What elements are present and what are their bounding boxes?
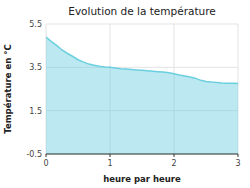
x-tick (110, 154, 111, 157)
grid (46, 24, 238, 154)
x-tick-label: 1 (107, 159, 112, 168)
texts: 0 1 2 3 -0.5 1.5 3.5 5.5 Evolution de la tempéra… (3, 5, 241, 184)
y-tick-label: -0.5 (26, 150, 42, 159)
x-tick-label: 2 (171, 159, 176, 168)
y-tick-label: 1.5 (29, 107, 42, 116)
x-tick-label: 0 (43, 159, 48, 168)
line (46, 37, 238, 84)
x-tick (238, 154, 239, 157)
grid-line-y (46, 24, 238, 25)
area (46, 37, 238, 154)
x-tick-label: 3 (235, 159, 240, 168)
y-tick-label: 5.5 (29, 20, 42, 29)
x-axis-line (46, 154, 238, 155)
chart: 0 1 2 3 -0.5 1.5 3.5 5.5 Evolution de la tempéra… (0, 0, 250, 188)
x-tick (174, 154, 175, 157)
y-tick-label: 3.5 (29, 63, 42, 72)
x-tick (46, 154, 47, 157)
grid-line-y (46, 154, 238, 155)
x-axis-label: heure par heure (103, 174, 181, 184)
y-axis-label: Température en °C (3, 44, 13, 133)
plot-area (46, 37, 238, 154)
title: Evolution de la température (68, 5, 215, 17)
